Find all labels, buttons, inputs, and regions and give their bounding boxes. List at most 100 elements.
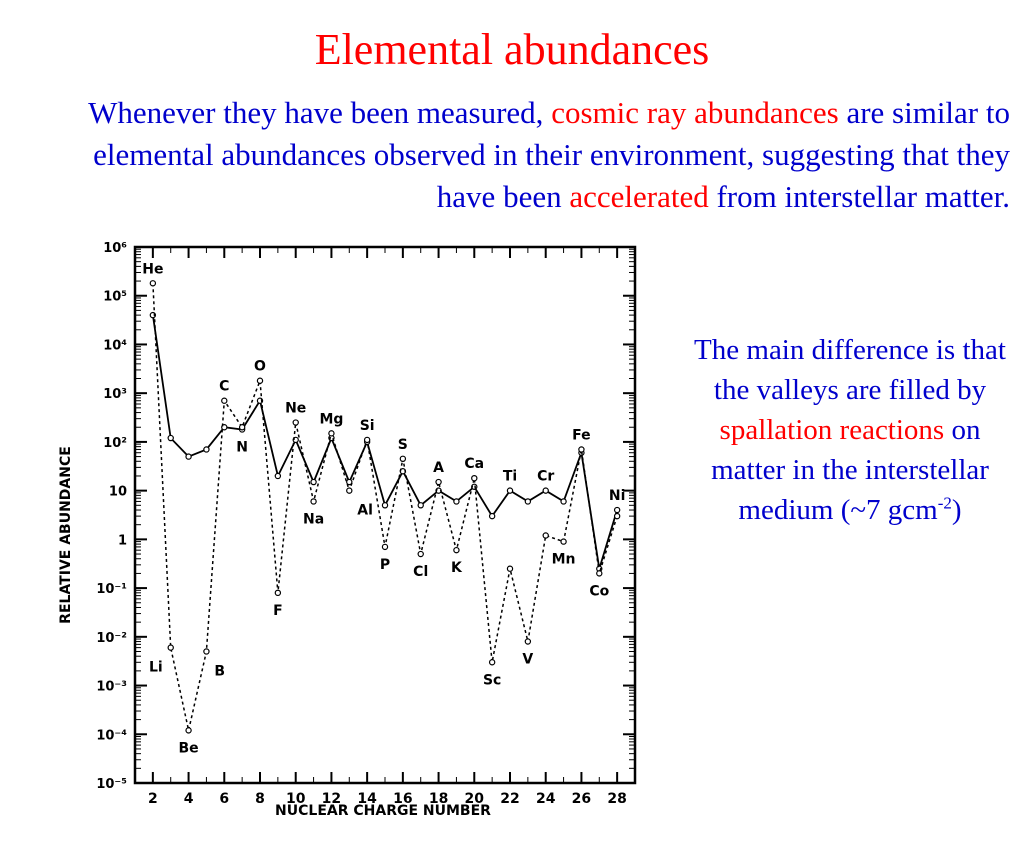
element-label: Ni [609,488,626,504]
y-tick-label: 10⁻¹ [96,582,127,597]
data-point [435,478,442,486]
x-tick-label: 28 [607,791,626,807]
element-label: A [433,460,444,476]
x-tick-label: 12 [322,791,341,807]
y-tick-label: 10³ [103,387,127,402]
slide-title: Elemental abundances [314,25,710,74]
data-point [417,550,424,558]
x-tick-label: 16 [393,791,412,807]
element-label: N [236,439,248,455]
x-tick-label: 26 [572,791,591,807]
element-label: S [398,437,408,453]
y-tick-label: 10 [109,485,127,500]
side-superscript: -2 [937,493,952,513]
y-tick-label: 10⁶ [103,241,127,256]
data-point [488,512,496,520]
y-tick-label: 1 [118,533,127,548]
data-point [542,487,549,494]
data-point [524,498,532,505]
data-point [346,487,353,494]
data-point [310,478,317,486]
data-point [453,546,460,554]
element-label: Mn [552,552,576,568]
data-point [203,446,210,453]
x-tick-label: 2 [148,791,158,807]
data-point [221,397,228,404]
data-point [596,570,603,577]
side-part-2: on matter in the interstellar medium (~7… [711,414,989,526]
data-point [542,532,549,539]
intro-part-2: are similar to elemental abundances obse… [93,95,1010,214]
data-point [381,502,389,509]
data-point [238,424,246,431]
solid-series-line [152,314,618,569]
x-axis-label: NUCLEAR CHARGE NUMBER [275,803,491,819]
data-point [292,419,299,426]
data-point [363,436,371,444]
x-tick-label: 20 [465,791,485,807]
data-point [613,512,621,520]
element-label: Ti [503,469,517,485]
data-point [471,474,478,482]
side-part-3: ) [951,494,962,526]
y-tick-label: 10⁻⁴ [96,728,127,743]
data-point [506,487,514,494]
element-label: Ne [285,401,306,417]
side-highlight-spallation: spallation reactions [719,414,945,446]
y-tick-label: 10⁴ [103,338,127,353]
x-tick-label: 8 [255,791,265,807]
x-tick-label: 18 [429,791,448,807]
x-tick-label: 24 [536,791,556,807]
data-point [613,506,621,514]
data-point [167,434,174,442]
element-label: K [451,560,463,576]
data-point [149,280,157,287]
element-label: Ca [464,456,484,472]
element-label: P [380,557,390,573]
data-point [185,453,192,460]
side-part-1: The main difference is that the valleys … [694,334,1006,406]
x-tick-label: 10 [286,791,306,807]
element-label: Be [178,740,198,756]
intro-highlight-cosmic-ray: cosmic ray abundances [551,95,839,130]
element-label: F [273,603,283,619]
data-point [310,498,317,505]
x-tick-label: 22 [500,791,519,807]
data-point [381,543,389,551]
data-point [399,455,407,463]
intro-text: Whenever they have been measured, cosmic… [30,92,1010,218]
data-point [185,727,192,734]
y-tick-label: 10² [103,436,127,451]
data-point [488,659,496,666]
data-point [274,472,282,480]
plot-frame [133,245,637,785]
element-label: Si [360,418,375,434]
data-point [506,565,514,572]
y-tick-label: 10⁻⁵ [96,777,127,792]
intro-highlight-accelerated: accelerated [569,179,709,214]
element-label: Sc [483,672,501,688]
data-point [560,498,567,505]
data-point [256,377,264,384]
element-label: Li [149,660,163,676]
data-point [417,502,424,509]
element-label: Fe [572,427,591,443]
y-axis-label: RELATIVE ABUNDANCE [58,446,74,624]
data-point [328,430,335,437]
intro-part-1: Whenever they have been measured, [88,95,552,130]
data-point [560,538,567,545]
element-label: V [522,652,533,668]
data-point [203,648,210,655]
element-label: Cl [413,564,428,580]
y-tick-label: 10⁻² [96,631,127,646]
element-label: He [142,261,163,277]
data-point [453,498,460,505]
data-point [274,589,282,597]
element-label: Co [589,583,609,599]
data-point [346,478,353,486]
element-label: C [219,379,229,395]
side-note: The main difference is that the valleys … [690,330,1010,530]
x-tick-label: 6 [219,791,229,807]
data-point [524,638,532,645]
